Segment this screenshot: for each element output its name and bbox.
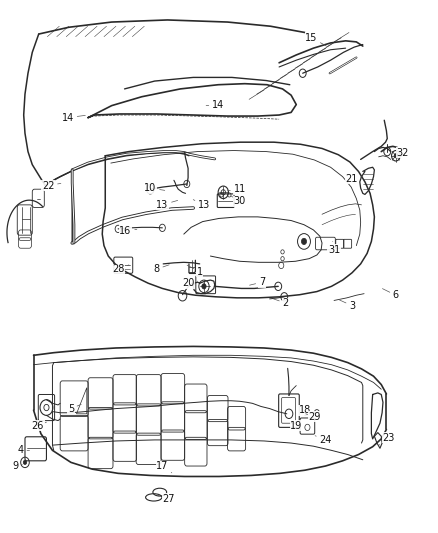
Text: 14: 14 [62,112,85,123]
Text: 20: 20 [182,278,198,288]
Text: 5: 5 [68,403,81,414]
Text: 10: 10 [144,183,165,193]
Text: 28: 28 [112,264,129,274]
Circle shape [301,238,307,245]
Text: 26: 26 [32,421,46,431]
Text: 27: 27 [158,494,175,504]
Text: 7: 7 [250,277,265,287]
Text: 31: 31 [328,241,340,255]
Text: 21: 21 [345,174,363,184]
Text: 2: 2 [273,298,289,308]
Text: 24: 24 [315,435,332,445]
Circle shape [23,461,27,464]
Text: 13: 13 [193,200,210,210]
Text: 17: 17 [156,461,172,473]
Text: 22: 22 [42,181,61,190]
Text: 3: 3 [339,300,355,311]
Text: 29: 29 [306,412,321,422]
Text: 4: 4 [18,446,29,455]
Text: 23: 23 [379,433,395,445]
Text: 1: 1 [187,265,203,277]
Text: 13: 13 [156,200,178,210]
Text: 11: 11 [228,184,246,194]
Text: 6: 6 [382,289,399,300]
Circle shape [202,284,206,289]
Text: 16: 16 [119,226,137,236]
Text: 30: 30 [231,196,246,206]
Text: 18: 18 [296,405,311,415]
Text: 8: 8 [154,264,169,274]
Circle shape [394,154,398,158]
Text: 9: 9 [12,461,22,471]
Text: 19: 19 [290,421,302,431]
Text: 32: 32 [396,148,409,158]
Text: 15: 15 [305,33,326,46]
Text: 14: 14 [206,100,224,110]
